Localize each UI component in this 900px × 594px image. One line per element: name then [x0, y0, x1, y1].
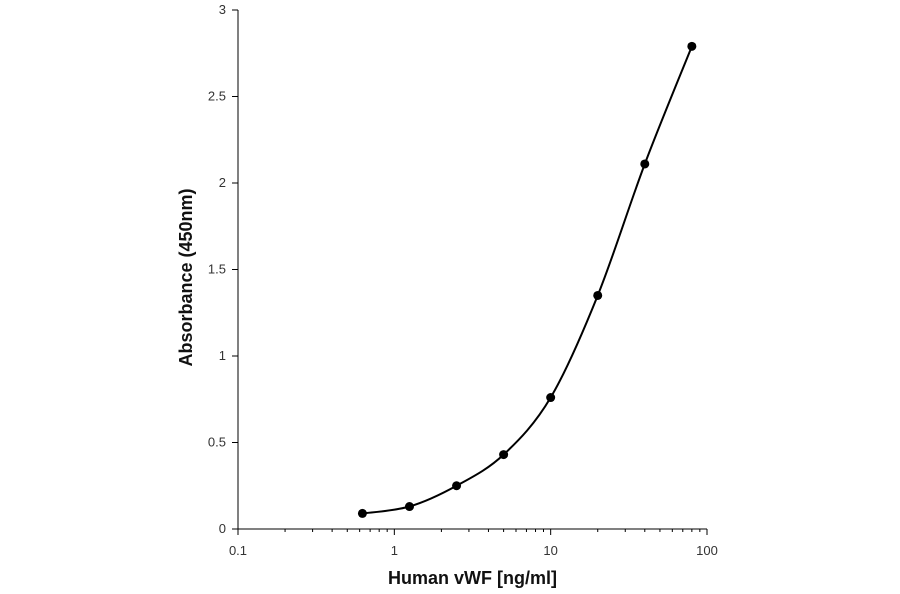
- data-point: [499, 450, 509, 460]
- y-tick-label: 2.5: [208, 89, 226, 104]
- data-points: [357, 41, 697, 518]
- y-tick-label: 1: [219, 348, 226, 363]
- data-point: [687, 41, 697, 51]
- y-tick-label: 3: [219, 2, 226, 17]
- x-axis-title: Human vWF [ng/ml]: [388, 568, 557, 588]
- y-tick-label: 0.5: [208, 435, 226, 450]
- x-tick-label: 10: [543, 543, 557, 558]
- y-tick-label: 2: [219, 175, 226, 190]
- y-ticks: 0 0.5 1 1.5 2 2.5 3: [208, 2, 238, 536]
- y-tick-label: 1.5: [208, 262, 226, 277]
- data-point: [640, 159, 650, 169]
- x-ticks: 0.1 1 10 100: [229, 529, 718, 558]
- x-tick-label: 1: [391, 543, 398, 558]
- axes: 0 0.5 1 1.5 2 2.5 3 0.1 1 10 100: [208, 2, 718, 558]
- series-line: [362, 45, 693, 515]
- y-axis-title: Absorbance (450nm): [176, 188, 196, 366]
- data-point: [404, 502, 414, 512]
- data-point: [452, 481, 462, 491]
- y-tick-label: 0: [219, 521, 226, 536]
- data-point: [357, 508, 367, 518]
- data-point: [593, 290, 603, 300]
- data-point: [546, 393, 556, 403]
- x-tick-label: 0.1: [229, 543, 247, 558]
- x-tick-label: 100: [696, 543, 718, 558]
